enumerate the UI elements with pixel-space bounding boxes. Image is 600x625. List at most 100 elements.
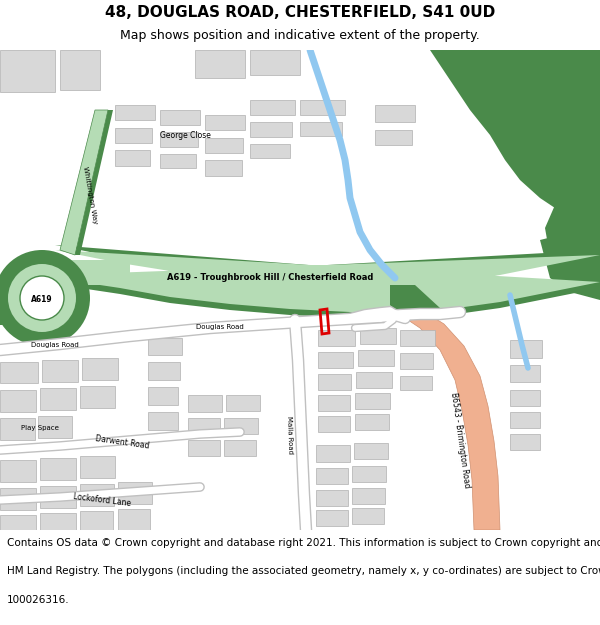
Polygon shape xyxy=(118,509,150,530)
Polygon shape xyxy=(540,225,600,300)
Polygon shape xyxy=(375,130,412,145)
Polygon shape xyxy=(360,328,396,344)
Text: Play Space: Play Space xyxy=(21,425,59,431)
Polygon shape xyxy=(75,110,113,255)
Polygon shape xyxy=(355,393,390,409)
Polygon shape xyxy=(510,390,540,406)
Polygon shape xyxy=(160,110,200,125)
Polygon shape xyxy=(205,160,242,176)
Polygon shape xyxy=(300,100,345,115)
Text: Lockoford Lane: Lockoford Lane xyxy=(73,492,131,508)
Polygon shape xyxy=(0,515,36,530)
Polygon shape xyxy=(0,312,35,325)
Text: George Close: George Close xyxy=(160,131,211,139)
Polygon shape xyxy=(42,360,78,382)
Polygon shape xyxy=(318,374,351,390)
Polygon shape xyxy=(400,353,433,369)
Polygon shape xyxy=(188,395,222,412)
Polygon shape xyxy=(55,245,600,318)
Polygon shape xyxy=(545,190,600,280)
Text: A619 - Troughbrook Hill / Chesterfield Road: A619 - Troughbrook Hill / Chesterfield R… xyxy=(167,274,373,282)
Text: Whittington Way: Whittington Way xyxy=(82,166,98,224)
Polygon shape xyxy=(316,490,348,506)
Text: Contains OS data © Crown copyright and database right 2021. This information is : Contains OS data © Crown copyright and d… xyxy=(7,538,600,548)
Polygon shape xyxy=(0,272,35,298)
Polygon shape xyxy=(0,460,36,482)
Polygon shape xyxy=(55,250,600,312)
Circle shape xyxy=(20,276,64,320)
Polygon shape xyxy=(188,440,220,456)
Text: Douglas Road: Douglas Road xyxy=(196,324,244,330)
Polygon shape xyxy=(358,350,394,366)
Text: HM Land Registry. The polygons (including the associated geometry, namely x, y c: HM Land Registry. The polygons (includin… xyxy=(7,566,600,576)
Polygon shape xyxy=(115,150,150,166)
Polygon shape xyxy=(405,314,500,530)
Polygon shape xyxy=(356,372,392,388)
Polygon shape xyxy=(318,330,355,346)
Polygon shape xyxy=(224,440,256,456)
Polygon shape xyxy=(390,285,440,318)
Polygon shape xyxy=(80,456,115,478)
Polygon shape xyxy=(318,416,350,432)
Polygon shape xyxy=(0,285,35,315)
Text: 48, DOUGLAS ROAD, CHESTERFIELD, S41 0UD: 48, DOUGLAS ROAD, CHESTERFIELD, S41 0UD xyxy=(105,5,495,20)
Polygon shape xyxy=(195,50,245,78)
Polygon shape xyxy=(82,358,118,380)
Polygon shape xyxy=(510,340,542,358)
Text: Map shows position and indicative extent of the property.: Map shows position and indicative extent… xyxy=(120,29,480,42)
Text: Darwent Road: Darwent Road xyxy=(94,434,149,450)
Polygon shape xyxy=(80,511,113,530)
Polygon shape xyxy=(400,376,432,390)
Polygon shape xyxy=(40,458,76,480)
Polygon shape xyxy=(205,138,243,153)
Polygon shape xyxy=(318,352,353,368)
Polygon shape xyxy=(160,132,198,147)
Polygon shape xyxy=(510,412,540,428)
Polygon shape xyxy=(160,154,196,168)
Polygon shape xyxy=(354,443,388,459)
Polygon shape xyxy=(148,412,178,430)
Polygon shape xyxy=(0,488,36,510)
Polygon shape xyxy=(375,105,415,122)
Polygon shape xyxy=(38,416,72,438)
Polygon shape xyxy=(148,338,182,355)
Polygon shape xyxy=(318,395,350,411)
Polygon shape xyxy=(148,387,178,405)
Polygon shape xyxy=(60,50,100,90)
Polygon shape xyxy=(510,365,540,382)
Polygon shape xyxy=(250,100,295,115)
Polygon shape xyxy=(224,418,258,434)
Polygon shape xyxy=(352,488,385,504)
Circle shape xyxy=(8,264,76,332)
Polygon shape xyxy=(316,510,348,526)
Polygon shape xyxy=(60,110,108,255)
Polygon shape xyxy=(90,260,130,285)
Polygon shape xyxy=(0,362,38,383)
Text: Malla Road: Malla Road xyxy=(286,416,293,454)
Polygon shape xyxy=(355,414,389,430)
Text: Douglas Road: Douglas Road xyxy=(31,342,79,348)
Polygon shape xyxy=(40,513,76,530)
Polygon shape xyxy=(188,418,220,434)
Polygon shape xyxy=(80,386,115,408)
Polygon shape xyxy=(115,128,152,143)
Polygon shape xyxy=(55,260,90,285)
Polygon shape xyxy=(430,50,600,215)
Polygon shape xyxy=(510,434,540,450)
Polygon shape xyxy=(205,115,245,130)
Polygon shape xyxy=(300,122,342,136)
Polygon shape xyxy=(352,466,386,482)
Polygon shape xyxy=(0,418,35,440)
Polygon shape xyxy=(0,50,55,92)
Polygon shape xyxy=(250,50,300,75)
Polygon shape xyxy=(316,468,348,484)
Circle shape xyxy=(0,250,90,346)
Polygon shape xyxy=(40,486,76,508)
Polygon shape xyxy=(400,330,435,346)
Polygon shape xyxy=(0,390,36,412)
Polygon shape xyxy=(250,144,290,158)
Text: 100026316.: 100026316. xyxy=(7,594,70,604)
Polygon shape xyxy=(148,362,180,380)
Text: A619: A619 xyxy=(31,294,53,304)
Polygon shape xyxy=(115,105,155,120)
